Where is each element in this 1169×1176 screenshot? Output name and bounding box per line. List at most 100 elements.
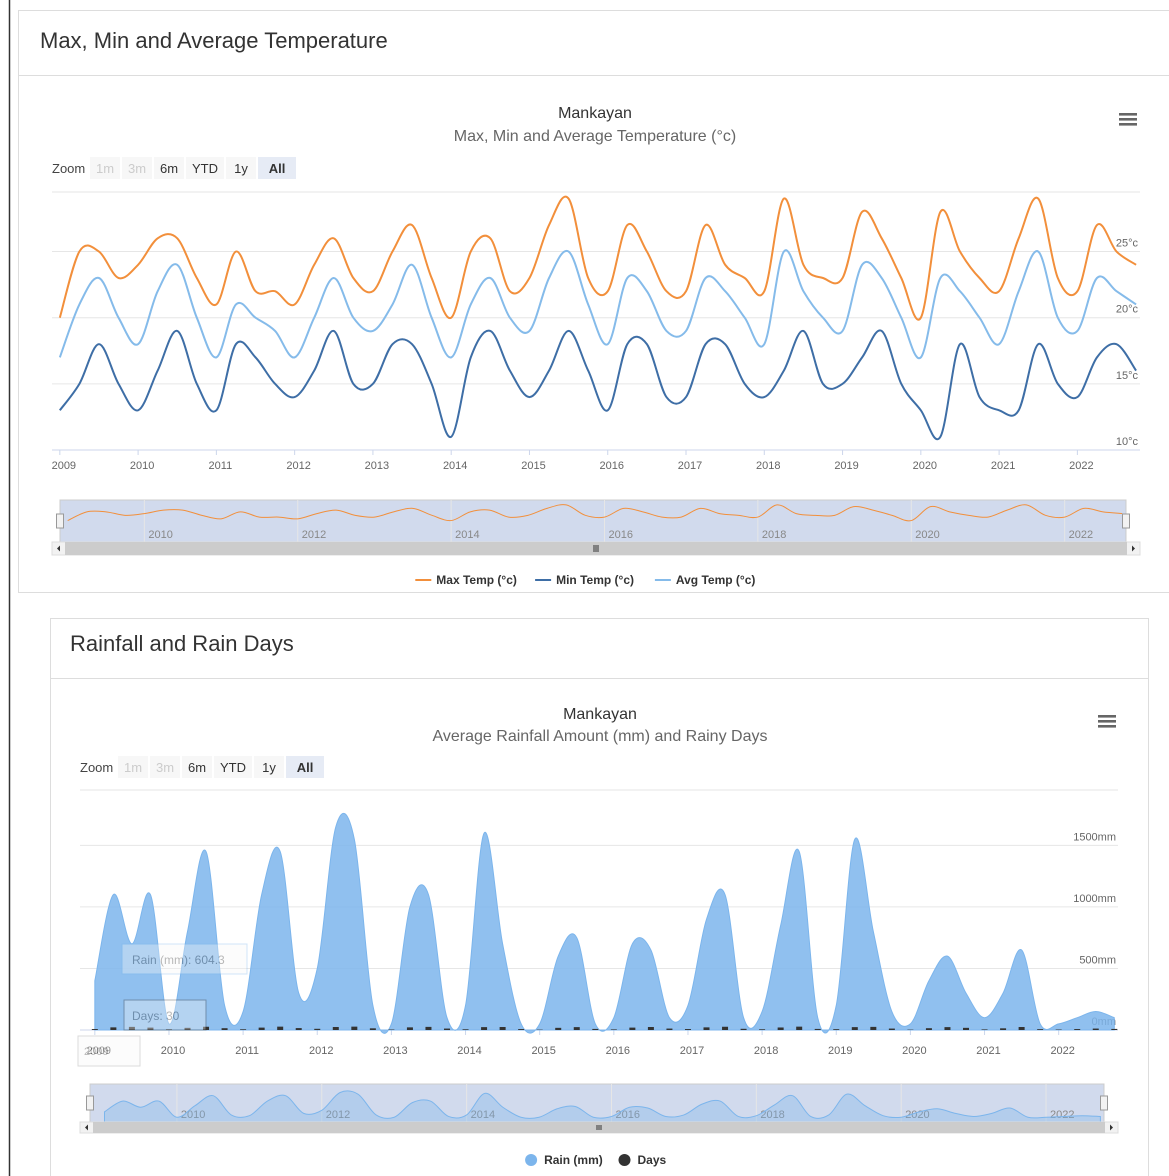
- column: [703, 1027, 710, 1030]
- series-line: [58, 249, 1137, 360]
- column: [240, 1029, 247, 1030]
- zoom-button[interactable]: [286, 756, 324, 778]
- column: [91, 1029, 98, 1030]
- column: [796, 1026, 803, 1030]
- legend-item[interactable]: Min Temp (°c): [535, 573, 634, 587]
- scrollbar-arrow[interactable]: [57, 545, 60, 552]
- column: [462, 1029, 469, 1030]
- zoom-button[interactable]: [226, 157, 256, 179]
- zoom-button-label: 1m: [96, 161, 114, 176]
- column: [573, 1027, 580, 1030]
- tooltip-box: [77, 1035, 141, 1067]
- column: [147, 1027, 154, 1030]
- column: [777, 1027, 784, 1030]
- x-tick-label: 2022: [1069, 460, 1093, 472]
- zoom-button[interactable]: [122, 157, 152, 179]
- x-tick-label: 2009: [52, 460, 76, 472]
- chart-title: Mankayan: [563, 706, 637, 723]
- x-tick-label: 2011: [235, 1045, 259, 1057]
- column: [592, 1028, 599, 1030]
- y-tick-label: 20°c: [1116, 304, 1139, 316]
- series-line: [58, 195, 1137, 321]
- panel: [50, 618, 1149, 1176]
- column: [944, 1027, 951, 1030]
- chart-title: Mankayan: [558, 105, 632, 122]
- menu-bar: [1098, 725, 1116, 728]
- column: [1111, 1028, 1118, 1030]
- legend-label: Min Temp (°c): [556, 573, 634, 587]
- x-tick-label: 2015: [521, 460, 545, 472]
- column: [870, 1026, 877, 1030]
- navigator-handle[interactable]: [1122, 513, 1130, 529]
- navigator-line: [67, 504, 1123, 522]
- zoom-label: Zoom: [80, 760, 113, 775]
- scrollbar-arrow[interactable]: [1132, 545, 1135, 552]
- tooltip-x: 2009: [84, 1046, 108, 1058]
- column: [1037, 1029, 1044, 1030]
- zoom-button[interactable]: [214, 756, 252, 778]
- menu-bar: [1119, 118, 1137, 121]
- column: [981, 1029, 988, 1030]
- tooltip-box: [121, 943, 248, 975]
- column: [833, 1029, 840, 1030]
- zoom-button-label: 3m: [128, 161, 146, 176]
- navigator-handle[interactable]: [86, 1095, 94, 1111]
- legend-item[interactable]: Days: [618, 1153, 667, 1167]
- legend-swatch: [525, 1154, 538, 1166]
- menu-bar: [1098, 720, 1116, 723]
- x-tick-label: 2018: [756, 460, 780, 472]
- zoom-button-label: YTD: [220, 760, 246, 775]
- column: [184, 1027, 191, 1030]
- x-tick-label: 2016: [599, 460, 623, 472]
- zoom-button[interactable]: [258, 157, 296, 179]
- zoom-button[interactable]: [150, 756, 180, 778]
- column: [277, 1026, 284, 1030]
- menu-button[interactable]: [1098, 715, 1116, 728]
- legend-item[interactable]: Rain (mm): [525, 1153, 603, 1167]
- zoom-button-label: 3m: [156, 760, 174, 775]
- x-tick-label: 2017: [680, 1045, 704, 1057]
- x-tick-label: 2012: [286, 460, 310, 472]
- column: [481, 1027, 488, 1030]
- legend-label: Days: [638, 1153, 667, 1167]
- menu-bar: [1119, 123, 1137, 126]
- column: [1092, 1028, 1099, 1030]
- tooltip-box: [123, 999, 207, 1031]
- column: [369, 1028, 376, 1030]
- tooltip-line: Rain (mm): 604.3: [132, 953, 225, 967]
- zoom-button[interactable]: [154, 157, 184, 179]
- x-tick-label: 2017: [678, 460, 702, 472]
- menu-bar: [1119, 113, 1137, 116]
- zoom-button-label: YTD: [192, 161, 218, 176]
- panel-title: Max, Min and Average Temperature: [40, 28, 388, 53]
- y-tick-label: 1500mm: [1073, 831, 1116, 843]
- x-tick-label: 2020: [902, 1045, 926, 1057]
- zoom-button-label: 1y: [262, 760, 276, 775]
- legend-item[interactable]: Max Temp (°c): [415, 573, 517, 587]
- navigator-tick-label: 2014: [471, 1109, 495, 1121]
- scrollbar-arrow[interactable]: [1110, 1124, 1113, 1131]
- legend-item[interactable]: Avg Temp (°c): [654, 573, 755, 587]
- zoom-button[interactable]: [118, 756, 148, 778]
- navigator-area: [103, 1090, 1101, 1123]
- x-tick-label: 2019: [834, 460, 858, 472]
- menu-button[interactable]: [1119, 113, 1137, 126]
- x-tick-label: 2013: [365, 460, 389, 472]
- zoom-button[interactable]: [254, 756, 284, 778]
- x-tick-label: 2014: [443, 460, 467, 472]
- zoom-button-label: All: [269, 161, 286, 176]
- column: [425, 1026, 432, 1030]
- navigator-tick-label: 2016: [615, 1109, 639, 1121]
- zoom-button[interactable]: [186, 157, 224, 179]
- column: [1074, 1029, 1081, 1030]
- zoom-button[interactable]: [90, 157, 120, 179]
- navigator-handle[interactable]: [1100, 1095, 1108, 1111]
- zoom-button-label: 6m: [160, 161, 178, 176]
- zoom-button[interactable]: [182, 756, 212, 778]
- y-tick-label: 10°c: [1116, 436, 1139, 448]
- scrollbar-arrow[interactable]: [85, 1124, 88, 1131]
- column: [925, 1028, 932, 1030]
- navigator-handle[interactable]: [56, 513, 64, 529]
- tooltip: Rain (mm): 604.3 Days: 30 2009: [77, 943, 248, 1067]
